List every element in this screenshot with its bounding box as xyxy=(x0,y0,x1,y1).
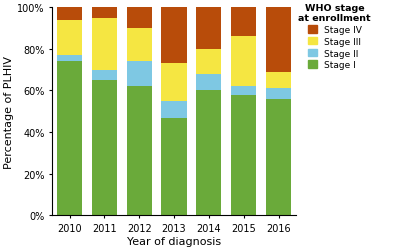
Bar xyxy=(196,8,222,50)
Bar xyxy=(266,100,291,216)
Bar xyxy=(196,50,222,74)
Bar xyxy=(266,72,291,89)
Bar xyxy=(162,102,186,118)
Bar xyxy=(92,18,117,70)
Bar xyxy=(57,20,82,56)
Bar xyxy=(196,91,222,216)
Bar xyxy=(57,56,82,62)
Bar xyxy=(162,118,186,216)
Legend: Stage IV, Stage III, Stage II, Stage I: Stage IV, Stage III, Stage II, Stage I xyxy=(298,4,371,70)
Bar xyxy=(266,8,291,72)
Y-axis label: Percentage of PLHIV: Percentage of PLHIV xyxy=(4,56,14,168)
Bar xyxy=(162,64,186,102)
Bar xyxy=(127,29,152,62)
Bar xyxy=(231,87,256,95)
Bar xyxy=(231,8,256,37)
Bar xyxy=(231,95,256,216)
Bar xyxy=(196,74,222,91)
Bar xyxy=(127,62,152,87)
Bar xyxy=(57,62,82,216)
Bar xyxy=(92,8,117,18)
Bar xyxy=(57,8,82,20)
Bar xyxy=(127,87,152,216)
Bar xyxy=(92,81,117,215)
Bar xyxy=(162,8,186,64)
Bar xyxy=(92,70,117,81)
X-axis label: Year of diagnosis: Year of diagnosis xyxy=(127,236,221,246)
Bar xyxy=(266,89,291,100)
Bar xyxy=(127,8,152,29)
Bar xyxy=(231,37,256,87)
